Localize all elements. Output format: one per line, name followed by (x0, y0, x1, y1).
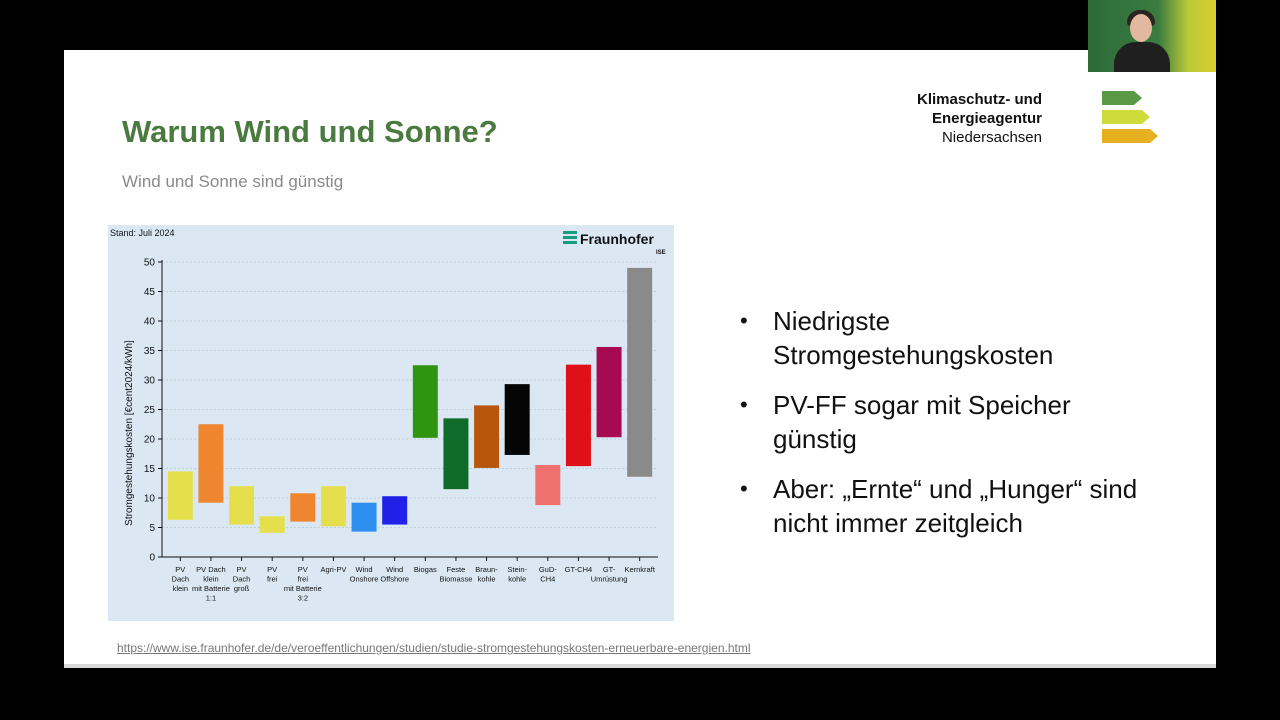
y-tick-label: 30 (144, 376, 156, 387)
y-tick-label: 5 (149, 523, 155, 534)
x-tick-label: PV (175, 565, 185, 574)
bullet-list: Niedrigste Stromgestehungskosten PV-FF s… (740, 304, 1160, 556)
slide-subtitle: Wind und Sonne sind günstig (122, 172, 344, 191)
x-tick-label: PV (267, 565, 277, 574)
fraunhofer-logo: Fraunhofer ISE (563, 231, 666, 256)
slide: Warum Wind und Sonne? Wind und Sonne sin… (64, 50, 1216, 668)
x-tick-label: Braun- (475, 565, 498, 574)
x-tick-label: GuD- (539, 565, 557, 574)
range-bar (320, 486, 346, 527)
range-bar (596, 346, 622, 438)
range-bar (565, 364, 591, 467)
energy-arrows-icon (1102, 91, 1158, 143)
y-tick-label: 20 (144, 435, 156, 446)
kean-logo: Klimaschutz- und Energieagentur Niedersa… (917, 90, 1164, 148)
participant-video-icon[interactable] (1088, 0, 1216, 72)
range-bar (259, 516, 285, 533)
x-tick-label: frei (298, 575, 309, 584)
fraunhofer-brand: Fraunhofer (580, 231, 654, 247)
x-tick-label: Offshore (380, 575, 409, 584)
x-tick-label: klein (173, 584, 188, 593)
x-tick-label: GT- (603, 565, 616, 574)
source-link[interactable]: https://www.ise.fraunhofer.de/de/veroeff… (117, 641, 751, 655)
x-tick-label: Biogas (414, 565, 437, 574)
x-tick-label: Wind (356, 565, 373, 574)
lcoe-chart: Stand: Juli 2024 Fraunhofer ISE Stromges… (108, 225, 674, 621)
y-tick-label: 40 (144, 317, 156, 328)
fraunhofer-icon (563, 231, 577, 244)
slide-bottom-edge (64, 664, 1216, 668)
x-tick-label: Wind (386, 565, 403, 574)
logo-line-2: Energieagentur (931, 110, 1042, 127)
bullet-item: Niedrigste Stromgestehungskosten (740, 304, 1160, 372)
x-tick-label: Biomasse (439, 575, 472, 584)
x-tick-label: Feste (447, 565, 466, 574)
range-bar (351, 502, 377, 532)
logo-text: Klimaschutz- und Energieagentur Niedersa… (917, 90, 1042, 147)
x-tick-label: CH4 (540, 575, 555, 584)
x-tick-label: Dach (233, 575, 251, 584)
x-tick-label: klein (203, 575, 218, 584)
range-bar (443, 418, 469, 490)
x-tick-label: Dach (172, 575, 190, 584)
range-bar (229, 486, 255, 525)
video-body (1114, 42, 1170, 72)
bullet-item: PV-FF sogar mit Speicher günstig (740, 388, 1160, 456)
logo-arrow-green (1102, 91, 1142, 105)
range-bar (627, 267, 653, 477)
y-tick-label: 45 (144, 287, 156, 298)
logo-line-3: Niedersachsen (941, 129, 1042, 146)
range-bar (198, 424, 224, 503)
x-tick-label: mit Batterie (284, 584, 322, 593)
x-tick-label: kohle (478, 575, 496, 584)
x-tick-label: Kernkraft (624, 565, 655, 574)
logo-line-1: Klimaschutz- und (916, 91, 1042, 108)
logo-arrow-yellow (1102, 110, 1150, 124)
x-tick-label: Umrüstung (591, 575, 628, 584)
x-tick-label: 1:1 (206, 594, 216, 603)
y-tick-label: 25 (144, 405, 156, 416)
bullet-item: Aber: „Ernte“ und „Hunger“ sind nicht im… (740, 472, 1160, 540)
range-bar (167, 471, 193, 520)
x-tick-label: PV Dach (196, 565, 226, 574)
x-tick-label: kohle (508, 575, 526, 584)
range-bar (412, 365, 438, 438)
x-tick-label: PV (237, 565, 247, 574)
x-tick-label: Onshore (350, 575, 379, 584)
lcoe-chart-svg: Stand: Juli 2024 Fraunhofer ISE Stromges… (110, 228, 666, 603)
y-tick-label: 35 (144, 346, 156, 357)
x-tick-label: Stein- (507, 565, 527, 574)
range-bar (382, 496, 408, 525)
chart-stand-label: Stand: Juli 2024 (110, 228, 175, 238)
y-tick-label: 50 (144, 258, 156, 269)
fraunhofer-sub: ISE (656, 250, 666, 256)
range-bar (535, 464, 561, 506)
x-tick-label: groß (234, 584, 250, 593)
x-tick-label: PV (298, 565, 308, 574)
y-tick-label: 10 (144, 494, 156, 505)
slide-title: Warum Wind und Sonne? (122, 114, 498, 149)
logo-arrow-orange (1102, 129, 1158, 143)
y-tick-label: 0 (149, 553, 155, 564)
x-tick-label: GT-CH4 (565, 565, 593, 574)
x-tick-label: Agri-PV (321, 565, 347, 574)
x-tick-label: 3:2 (298, 594, 308, 603)
y-tick-label: 15 (144, 464, 156, 475)
x-tick-label: mit Batterie (192, 584, 230, 593)
range-bar (504, 384, 530, 455)
x-tick-label: frei (267, 575, 278, 584)
range-bar (474, 405, 500, 468)
video-head (1130, 14, 1152, 42)
chart-y-axis-label: Stromgestehungskosten [€cent2024/kWh] (124, 340, 135, 526)
range-bar (290, 493, 316, 522)
